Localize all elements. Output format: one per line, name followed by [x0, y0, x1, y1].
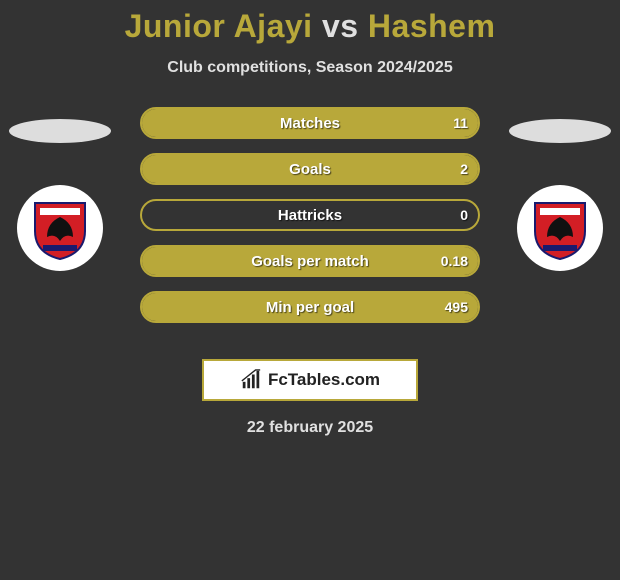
brand-text: FcTables.com	[268, 370, 380, 390]
stat-value-b: 495	[435, 293, 478, 321]
bar-chart-icon	[240, 369, 262, 391]
stat-value-b: 2	[450, 155, 478, 183]
stat-bar: Min per goal495	[140, 291, 480, 323]
player-a-column	[0, 107, 120, 271]
stat-bar: Goals2	[140, 153, 480, 185]
page-title: Junior Ajayi vs Hashem	[0, 0, 620, 45]
title-player-a: Junior Ajayi	[125, 8, 313, 44]
title-player-b: Hashem	[368, 8, 496, 44]
stat-label: Hattricks	[142, 201, 478, 229]
comparison-area: Matches11 Goals2 Hattricks0 Goals per match…	[0, 107, 620, 347]
stat-label: Goals per match	[142, 247, 478, 275]
stat-label: Matches	[142, 109, 478, 137]
player-b-flag	[509, 119, 611, 143]
stat-value-b: 0	[450, 201, 478, 229]
al-ahly-badge-icon	[25, 193, 95, 263]
stat-label: Goals	[142, 155, 478, 183]
brand-box[interactable]: FcTables.com	[202, 359, 418, 401]
player-a-flag	[9, 119, 111, 143]
stat-value-b: 0.18	[431, 247, 478, 275]
date-line: 22 february 2025	[0, 419, 620, 437]
stat-bar: Matches11	[140, 107, 480, 139]
player-b-club-badge	[517, 185, 603, 271]
stat-bar: Hattricks0	[140, 199, 480, 231]
player-b-column	[500, 107, 620, 271]
stat-bar: Goals per match0.18	[140, 245, 480, 277]
stat-bars: Matches11 Goals2 Hattricks0 Goals per match…	[140, 107, 480, 337]
stat-label: Min per goal	[142, 293, 478, 321]
stat-value-b: 11	[443, 109, 478, 137]
player-a-club-badge	[17, 185, 103, 271]
subtitle: Club competitions, Season 2024/2025	[0, 59, 620, 77]
title-vs: vs	[322, 8, 359, 44]
al-ahly-badge-icon	[525, 193, 595, 263]
